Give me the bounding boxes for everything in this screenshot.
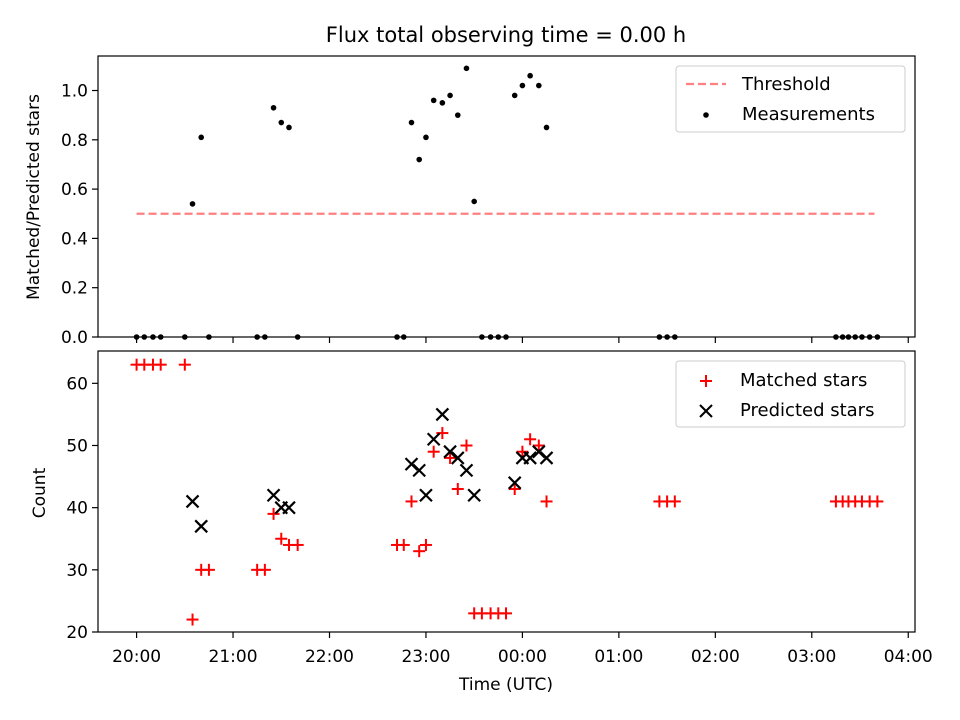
predicted-star-point [539, 451, 554, 465]
top-ylabel: Matched/Predicted stars [24, 94, 44, 300]
matched-star-point [451, 483, 464, 496]
measurement-point [463, 65, 470, 72]
bottom-xtick-label: 01:00 [594, 647, 643, 667]
matched-star-point [436, 427, 449, 440]
bottom-legend-box [675, 360, 906, 428]
measurement-point [447, 92, 453, 99]
bottom-xtick-label: 00:00 [498, 647, 547, 667]
matched-star-point [500, 607, 513, 620]
bottom-ytick-label: 50 [66, 436, 88, 456]
matched-star-point [275, 532, 288, 545]
measurement-point [423, 134, 429, 141]
matched-star-point [397, 538, 410, 551]
top-ytick-label: 0.2 [61, 279, 88, 299]
bottom-xtick-label: 03:00 [787, 647, 836, 667]
legend-matched-label: Matched stars [740, 370, 867, 391]
top-title: Flux total observing time = 0.00 h [326, 23, 686, 47]
measurement-point [430, 97, 437, 104]
bottom-xtick-label: 21:00 [209, 647, 258, 667]
legend-predicted-swatch [699, 404, 713, 418]
measurement-point [543, 124, 550, 131]
legend-measurements-label: Measurements [742, 104, 875, 125]
legend-measurements-swatch [703, 112, 709, 118]
matched-star-point [508, 483, 521, 496]
predicted-star-point [467, 488, 481, 503]
matched-star-point [258, 563, 271, 576]
measurement-point [471, 198, 477, 205]
measurement-point [527, 72, 533, 79]
measurement-point [416, 156, 423, 163]
bottom-xlabel: Time (UTC) [458, 675, 553, 695]
legend-threshold-label: Threshold [741, 74, 831, 95]
top-axes-frame [97, 55, 916, 338]
matched-star-point [427, 445, 440, 458]
measurement-point [278, 119, 285, 126]
matched-star-point [524, 433, 537, 446]
measurement-point [439, 100, 446, 106]
top-legend-box [675, 65, 906, 133]
matched-star-point [419, 538, 432, 551]
bottom-xtick-label: 02:00 [691, 647, 740, 667]
matched-star-point [413, 545, 426, 558]
bottom-axes-frame [97, 350, 916, 633]
predicted-star-point [523, 451, 537, 465]
measurement-point [408, 119, 415, 126]
bottom-xtick-label: 22:00 [305, 647, 354, 667]
legend-predicted-label: Predicted stars [740, 400, 874, 421]
measurement-point [286, 124, 292, 131]
matched-star-point [668, 495, 681, 508]
bottom-panel: 20 30 40 50 60 20:00 21:00 22:00 23:00 00:00 01:0… [30, 350, 933, 695]
matched-star-point [291, 538, 304, 551]
bottom-xtick-label: 23:00 [401, 647, 450, 667]
measurement-point [198, 134, 205, 141]
bottom-xtick-label: 04:00 [884, 647, 933, 667]
top-ytick-label: 0.6 [61, 180, 88, 200]
matched-star-point [178, 358, 191, 371]
top-legend: Threshold Measurements [675, 65, 906, 133]
bottom-ytick-label: 20 [66, 623, 88, 643]
predicted-star-point [282, 500, 296, 515]
predicted-star-point [194, 519, 208, 534]
top-ytick-label: 1.0 [61, 82, 88, 102]
matched-star-point [202, 563, 215, 576]
top-ytick-label: 0.0 [61, 328, 88, 348]
matched-star-point [540, 495, 553, 508]
matched-star-point [405, 495, 418, 508]
predicted-star-point [451, 451, 465, 465]
matched-star-point [871, 495, 884, 508]
matched-star-point [186, 613, 199, 626]
top-panel: Flux total observing time = 0.00 h 0.0 0.… [24, 23, 916, 348]
predicted-star-point [412, 463, 426, 478]
bottom-xtick-label: 20:00 [112, 647, 161, 667]
top-ytick-label: 0.8 [61, 131, 88, 151]
matched-star-point [444, 451, 457, 464]
matched-star-point [460, 439, 473, 452]
measurement-point [519, 82, 526, 89]
matched-star-point [516, 445, 529, 458]
top-ytick-label: 0.4 [61, 229, 88, 249]
predicted-star-point [266, 488, 281, 503]
predicted-star-point [426, 432, 441, 447]
bottom-ylabel: Count [30, 467, 50, 518]
measurement-point [270, 104, 277, 111]
bottom-ytick-label: 40 [66, 499, 88, 519]
measurement-point [189, 201, 196, 207]
matched-star-point [267, 507, 280, 520]
bottom-ytick-label: 60 [66, 374, 88, 394]
legend-matched-swatch [700, 375, 712, 387]
predicted-star-point [459, 463, 474, 478]
matched-star-point [154, 358, 167, 371]
measurement-point [536, 82, 542, 89]
predicted-star-point [435, 407, 450, 422]
matched-star-point [532, 439, 545, 452]
predicted-star-point [419, 488, 433, 503]
measurement-point [511, 92, 518, 99]
bottom-ytick-label: 30 [66, 561, 88, 581]
measurement-point [454, 112, 461, 118]
predicted-star-point [185, 494, 200, 509]
predicted-star-point [507, 476, 522, 490]
bottom-legend: Matched stars Predicted stars [675, 360, 906, 428]
